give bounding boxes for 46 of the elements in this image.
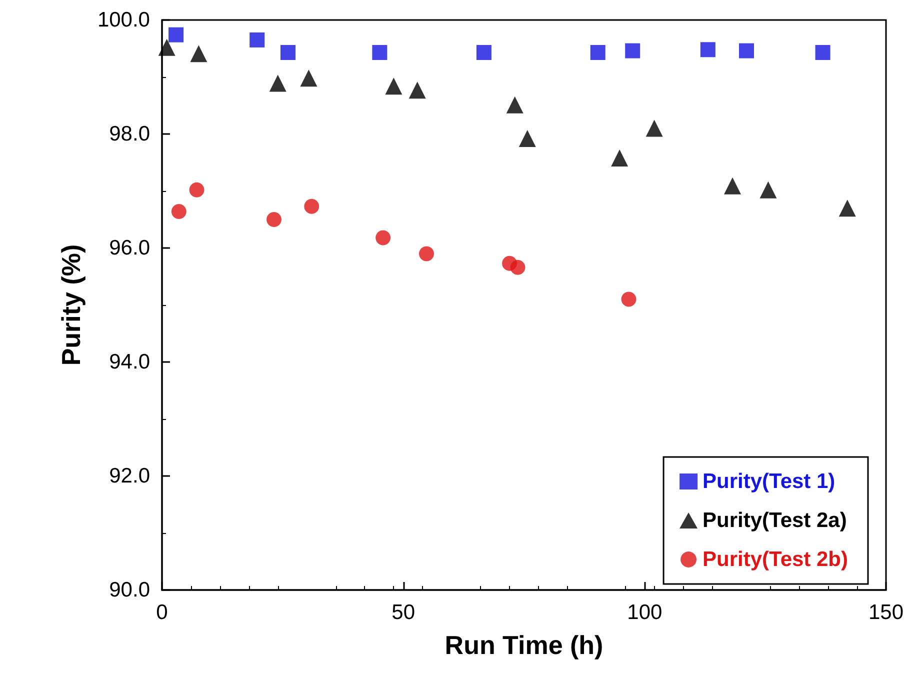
point <box>838 200 856 217</box>
x-tick-label: 50 <box>392 601 416 624</box>
point <box>280 44 296 60</box>
point <box>815 44 830 60</box>
point <box>372 44 388 60</box>
point <box>190 45 208 62</box>
point <box>724 177 742 194</box>
point <box>385 78 402 95</box>
point <box>158 38 176 56</box>
point <box>304 198 320 214</box>
point <box>408 82 426 99</box>
point <box>518 130 536 148</box>
y-tick-label: 100.0 <box>97 8 150 32</box>
point <box>506 96 524 114</box>
x-axis-title: Run Time (h) <box>444 630 604 660</box>
point <box>376 230 391 246</box>
legend-label: Purity(Test 2b) <box>702 548 848 571</box>
point <box>189 182 204 198</box>
point <box>476 44 492 60</box>
point <box>611 149 628 166</box>
x-tick-label: 100 <box>627 601 662 624</box>
point <box>266 212 282 227</box>
point <box>510 260 526 275</box>
point <box>269 74 286 92</box>
point <box>621 292 636 307</box>
point <box>760 181 777 198</box>
y-tick-label: 94.0 <box>109 350 150 374</box>
point <box>739 43 754 58</box>
x-tick-label: 150 <box>868 601 904 624</box>
point <box>250 32 265 48</box>
legend-label: Purity(Test 1) <box>702 470 836 493</box>
y-tick-label: 90.0 <box>109 578 150 602</box>
point <box>300 70 318 87</box>
point <box>700 42 716 58</box>
point <box>171 204 186 220</box>
point <box>419 246 434 262</box>
point <box>168 27 184 42</box>
y-tick-label: 98.0 <box>109 122 150 146</box>
y-axis-title: Purity (%) <box>56 244 86 366</box>
x-tick-label: 0 <box>156 601 168 624</box>
legend-label: Purity(Test 2a) <box>702 509 847 532</box>
y-tick-label: 92.0 <box>109 464 150 488</box>
point <box>590 44 606 60</box>
point <box>646 120 663 137</box>
point <box>625 43 640 58</box>
y-tick-label: 96.0 <box>109 236 150 260</box>
